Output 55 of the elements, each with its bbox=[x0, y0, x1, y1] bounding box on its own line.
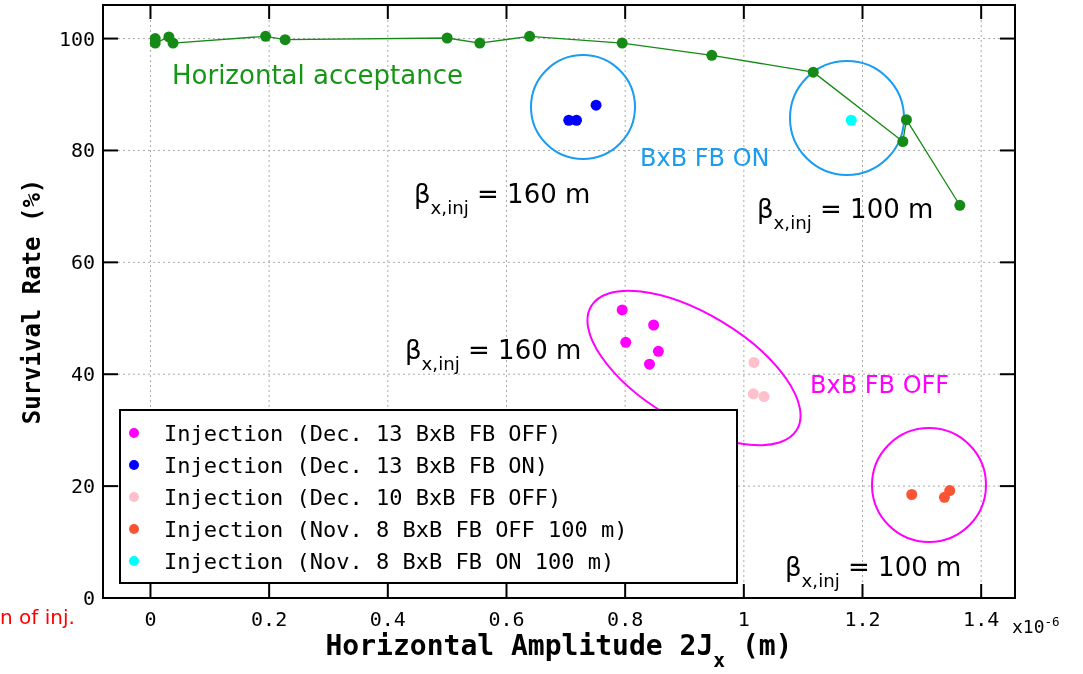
legend-label: Injection (Nov. 8 BxB FB ON 100 m) bbox=[164, 549, 615, 574]
y-tick-label: 100 bbox=[58, 26, 95, 51]
point bbox=[648, 319, 660, 331]
x-tick-label: 0.4 bbox=[369, 607, 406, 631]
y-tick-label: 80 bbox=[70, 138, 95, 163]
x-axis-title: Horizontal Amplitude 2J$_{x}$ (m) bbox=[325, 629, 793, 672]
point bbox=[747, 388, 759, 400]
x-tick-label: 0.6 bbox=[488, 607, 525, 631]
point bbox=[807, 66, 819, 78]
point bbox=[616, 37, 628, 49]
point bbox=[758, 391, 770, 403]
y-tick-label: 20 bbox=[70, 474, 95, 499]
x-tick-label: 0.8 bbox=[607, 607, 644, 631]
point bbox=[620, 336, 632, 348]
point bbox=[906, 489, 918, 501]
point bbox=[524, 30, 536, 42]
point bbox=[279, 34, 291, 46]
x-tick-label: 1.2 bbox=[844, 607, 881, 631]
point bbox=[944, 485, 956, 497]
point bbox=[643, 358, 655, 370]
point bbox=[590, 99, 602, 111]
legend-label: Injection (Dec. 13 BxB FB OFF) bbox=[164, 421, 562, 446]
point bbox=[167, 37, 179, 49]
point bbox=[474, 37, 486, 49]
point bbox=[954, 199, 966, 211]
point bbox=[260, 30, 272, 42]
point bbox=[571, 114, 582, 126]
point bbox=[897, 136, 909, 147]
legend-label: Injection (Nov. 8 BxB FB OFF 100 m) bbox=[164, 517, 628, 542]
point bbox=[900, 114, 912, 126]
y-tick-label: 40 bbox=[70, 362, 95, 387]
annotation: β$_{x,inj}$ = 100 m bbox=[757, 194, 934, 233]
x-tick-label: 0 bbox=[144, 607, 157, 631]
x-tick-label: 1.4 bbox=[963, 607, 1000, 631]
point bbox=[845, 114, 857, 126]
y-tick-label: 0 bbox=[82, 586, 95, 610]
y-axis-title: Survival Rate (%) bbox=[18, 178, 46, 425]
annotation: Horizontal acceptance bbox=[172, 60, 463, 90]
text: n of inj. bbox=[0, 605, 75, 629]
point bbox=[616, 304, 628, 316]
legend-label: Injection (Dec. 10 BxB FB OFF) bbox=[164, 485, 562, 510]
point bbox=[652, 345, 664, 357]
x-tick-label: 1 bbox=[737, 607, 750, 631]
annotation: BxB FB ON bbox=[640, 144, 770, 172]
point bbox=[748, 356, 760, 368]
y-tick-label: 60 bbox=[70, 250, 95, 275]
annotation: β$_{x,inj}$ = 160 m bbox=[405, 335, 582, 374]
annotation: β$_{x,inj}$ = 160 m bbox=[414, 179, 591, 218]
x-tick-label: 0.2 bbox=[251, 607, 288, 631]
point bbox=[441, 32, 453, 44]
annotation: BxB FB OFF bbox=[810, 371, 950, 399]
text: x10$^{-6}$ bbox=[1012, 613, 1060, 637]
annotation: β$_{x,inj}$ = 100 m bbox=[785, 552, 962, 591]
legend-label: Injection (Dec. 13 BxB FB ON) bbox=[164, 453, 549, 478]
point bbox=[706, 49, 718, 61]
